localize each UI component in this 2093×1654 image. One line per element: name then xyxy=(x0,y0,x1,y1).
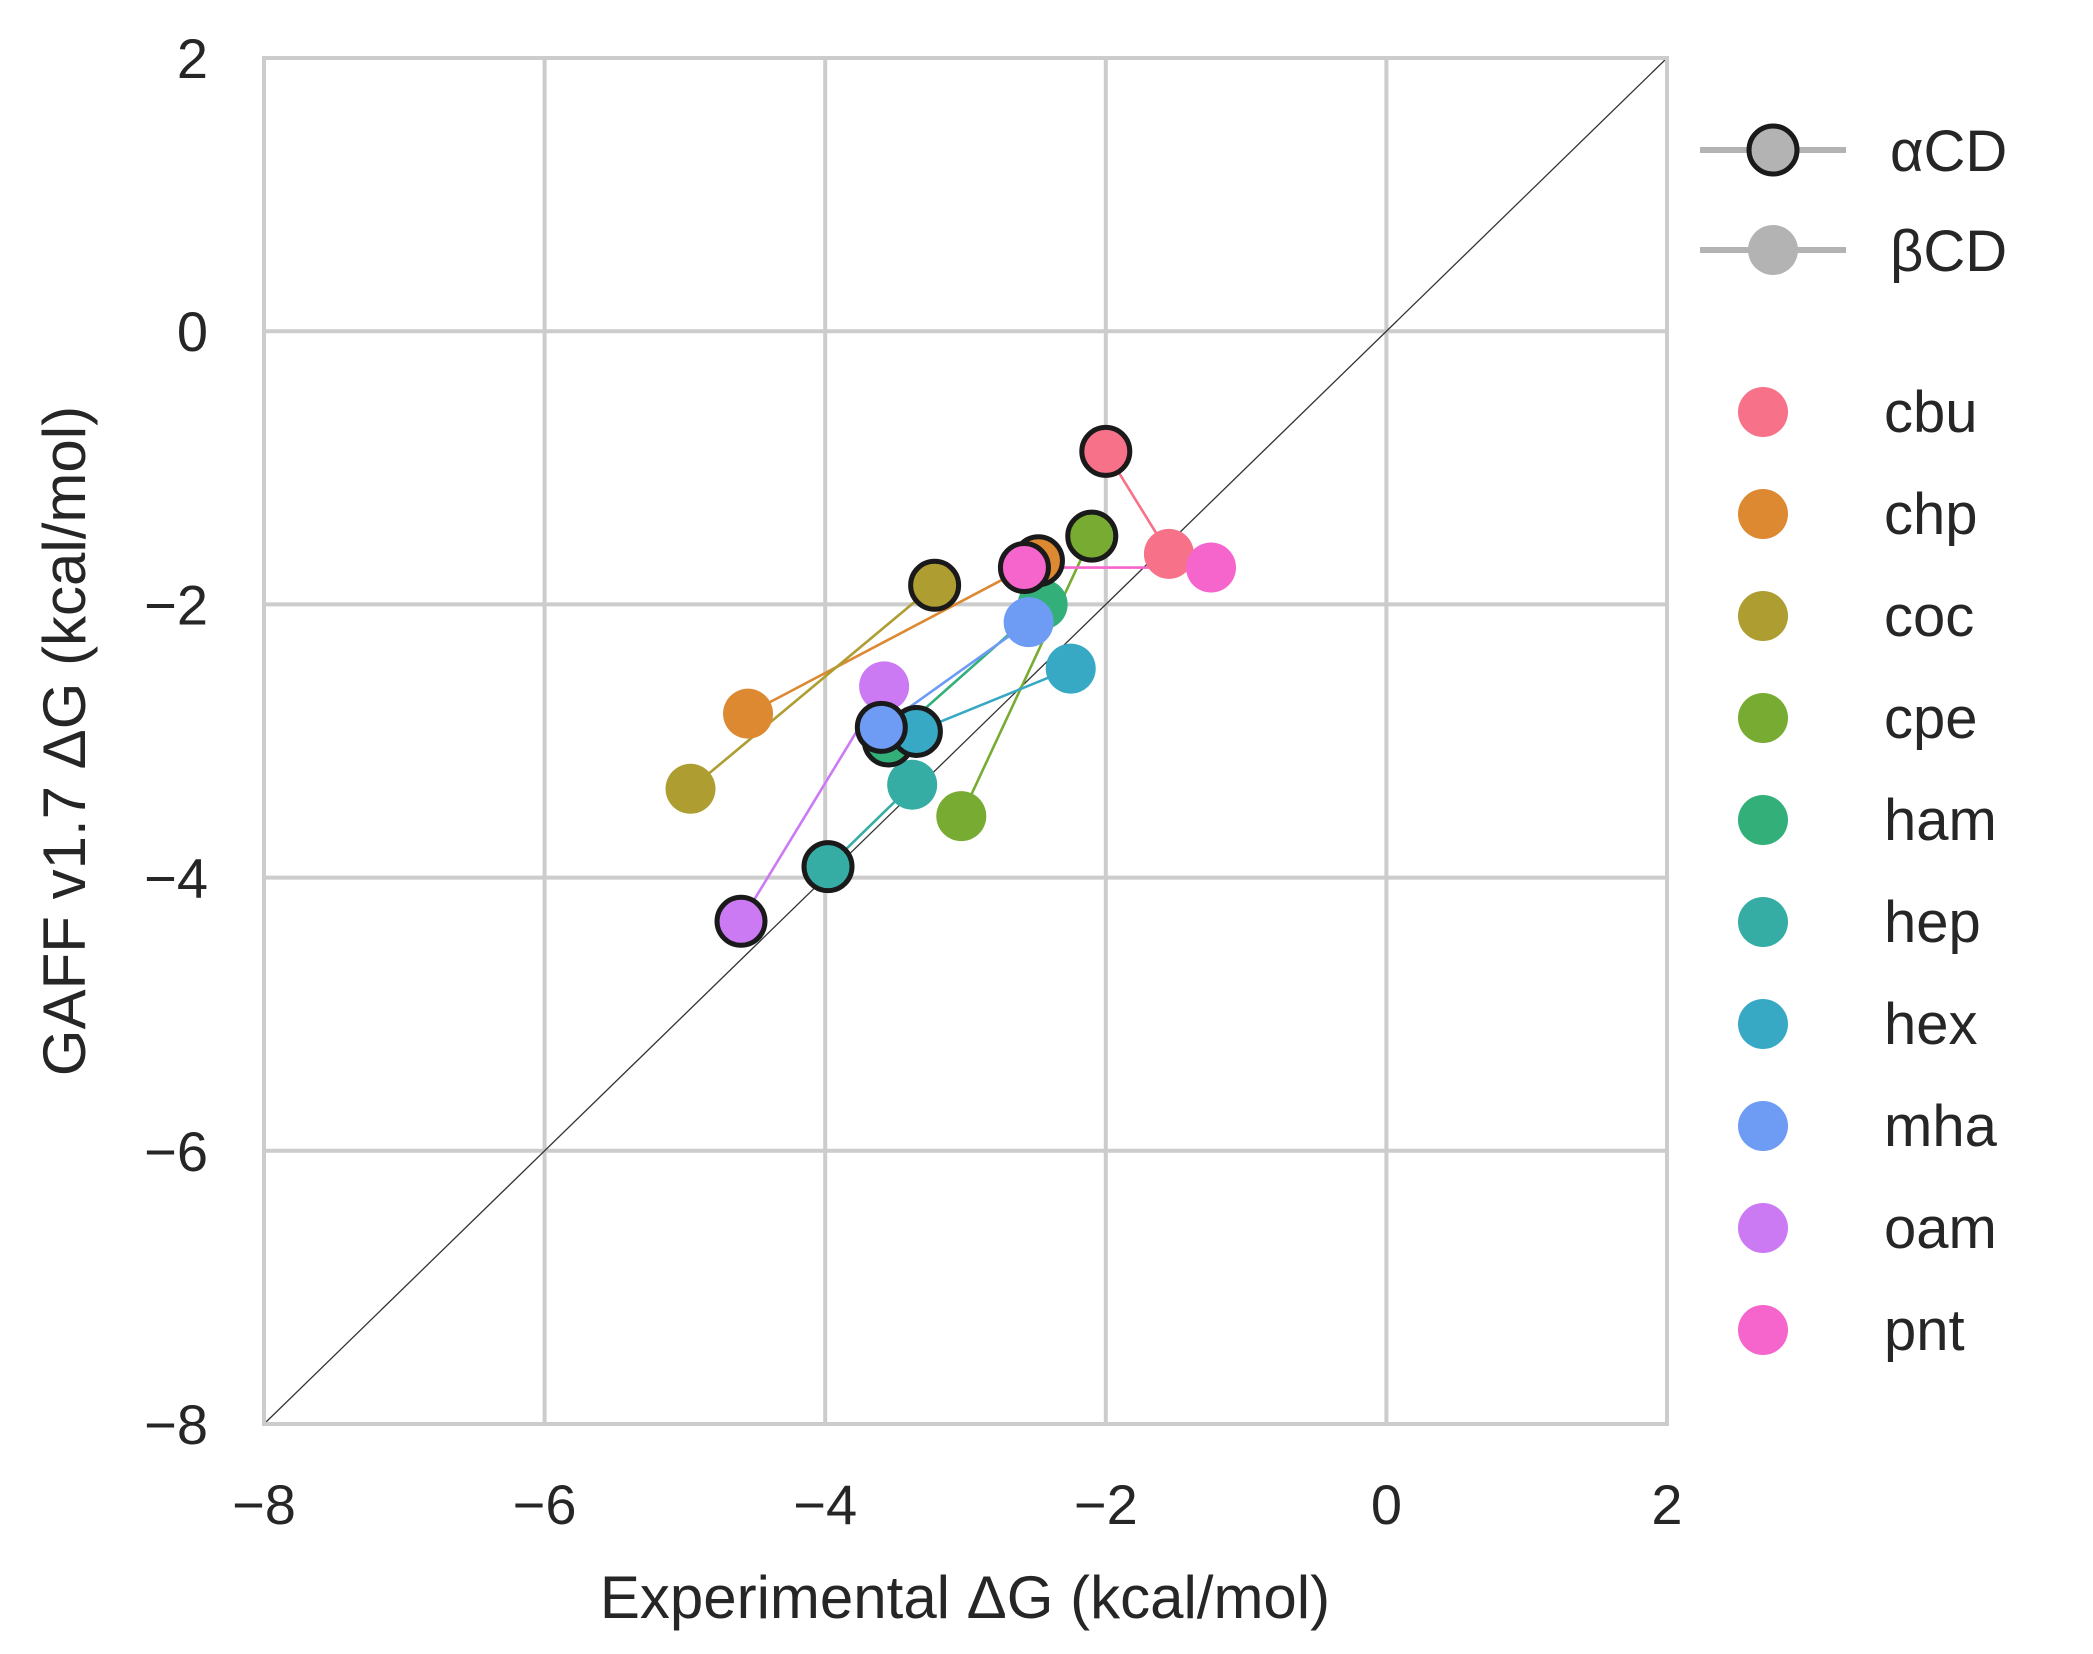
legend: αCD βCD cbu chp coc cpe ham hep hex mha oam pnt xyxy=(1700,119,2007,1363)
legend-label: βCD xyxy=(1890,219,2007,284)
alpha-points xyxy=(714,424,1133,948)
legend-swatch xyxy=(1738,591,1788,641)
point-alpha-cbu xyxy=(1079,424,1133,478)
legend-label: chp xyxy=(1884,482,1978,547)
y-tick-label: 2 xyxy=(177,27,208,90)
legend-item-mha: mha xyxy=(1738,1094,1998,1159)
y-tick-label: −6 xyxy=(144,1120,208,1183)
legend-label: cpe xyxy=(1884,686,1978,751)
x-axis-label: Experimental ΔG (kcal/mol) xyxy=(600,1564,1330,1631)
x-tick-label: −8 xyxy=(232,1473,296,1536)
legend-label: mha xyxy=(1884,1094,1998,1159)
point-alpha-oam xyxy=(714,894,768,948)
legend-item-cpe: cpe xyxy=(1738,686,1978,751)
x-tick-label: −6 xyxy=(513,1473,577,1536)
point-alpha-pnt xyxy=(997,541,1051,595)
legend-swatch xyxy=(1738,795,1788,845)
point-beta-pnt xyxy=(1186,542,1237,593)
y-tick-label: 0 xyxy=(177,300,208,363)
legend-marker-alpha: αCD xyxy=(1700,119,2007,184)
x-tick-labels: −8 −6 −4 −2 0 2 xyxy=(232,1473,1683,1536)
legend-item-oam: oam xyxy=(1738,1196,1997,1261)
y-tick-labels: −8 −6 −4 −2 0 2 xyxy=(144,27,208,1456)
legend-item-ham: ham xyxy=(1738,788,1997,853)
legend-label: αCD xyxy=(1890,119,2007,184)
legend-item-pnt: pnt xyxy=(1738,1298,1965,1363)
point-beta-oam xyxy=(859,661,910,712)
point-alpha-mha xyxy=(854,700,908,754)
x-tick-label: −2 xyxy=(1074,1473,1138,1536)
legend-label: cbu xyxy=(1884,380,1978,445)
point-beta-chp xyxy=(723,688,774,739)
legend-label: pnt xyxy=(1884,1298,1965,1363)
legend-swatch xyxy=(1738,999,1788,1049)
point-beta-coc xyxy=(665,763,716,814)
legend-swatch xyxy=(1738,1305,1788,1355)
series-layer xyxy=(665,424,1237,948)
legend-label: oam xyxy=(1884,1196,1997,1261)
legend-item-coc: coc xyxy=(1738,584,1974,649)
legend-marker-beta: βCD xyxy=(1700,219,2007,284)
beta-points xyxy=(665,528,1237,842)
x-tick-label: 0 xyxy=(1371,1473,1402,1536)
legend-symbol xyxy=(1746,123,1800,177)
gridlines xyxy=(262,56,1669,1426)
legend-swatch xyxy=(1738,693,1788,743)
point-beta-cbu xyxy=(1143,528,1194,579)
legend-item-cbu: cbu xyxy=(1738,380,1978,445)
point-beta-cpe xyxy=(936,791,987,842)
x-tick-label: −4 xyxy=(793,1473,857,1536)
x-tick-label: 2 xyxy=(1651,1473,1682,1536)
point-alpha-hep xyxy=(801,840,855,894)
legend-item-hex: hex xyxy=(1738,992,1978,1057)
y-tick-label: −2 xyxy=(144,573,208,636)
point-beta-mha xyxy=(1003,597,1054,648)
y-tick-label: −4 xyxy=(144,847,208,910)
legend-swatch xyxy=(1738,1101,1788,1151)
legend-item-chp: chp xyxy=(1738,482,1978,547)
legend-swatch xyxy=(1738,387,1788,437)
legend-label: coc xyxy=(1884,584,1974,649)
connector-cpe xyxy=(960,535,1093,817)
legend-swatch xyxy=(1738,897,1788,947)
y-axis-label: GAFF v1.7 ΔG (kcal/mol) xyxy=(31,406,98,1076)
connector-hex xyxy=(915,667,1072,733)
plot-frame xyxy=(262,56,1669,1426)
y-tick-label: −8 xyxy=(144,1393,208,1456)
legend-swatch xyxy=(1738,1203,1788,1253)
identity-line xyxy=(263,57,1668,1425)
legend-label: hep xyxy=(1884,890,1981,955)
legend-swatch xyxy=(1738,489,1788,539)
legend-symbol xyxy=(1748,225,1798,275)
legend-label: ham xyxy=(1884,788,1997,853)
point-alpha-coc xyxy=(908,558,962,612)
legend-label: hex xyxy=(1884,992,1978,1057)
connector-chp xyxy=(747,559,1040,715)
point-beta-hex xyxy=(1045,643,1096,694)
point-beta-hep xyxy=(887,759,938,810)
point-alpha-cpe xyxy=(1065,509,1119,563)
legend-item-hep: hep xyxy=(1738,890,1981,955)
connector-coc xyxy=(689,584,936,790)
